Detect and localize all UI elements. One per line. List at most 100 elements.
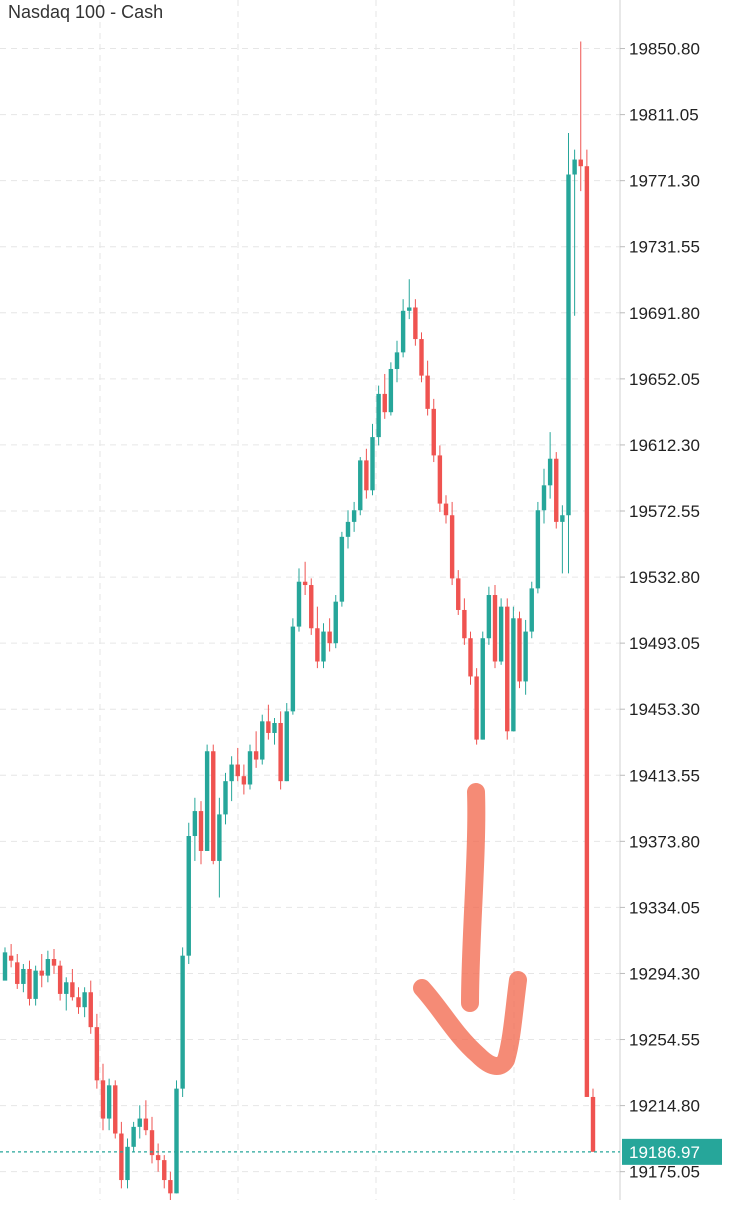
candle-body (27, 968, 32, 999)
candle-body (345, 521, 351, 537)
candle-body (260, 721, 265, 760)
candle-up (407, 279, 412, 320)
candle-body (364, 460, 369, 491)
candle-body (45, 959, 51, 976)
candle-up (180, 947, 185, 1097)
candle-body (290, 626, 296, 712)
candle-body (64, 982, 69, 994)
candle-up (223, 772, 228, 825)
candle-down (266, 704, 271, 740)
candle-body (131, 1126, 136, 1147)
candle-body (296, 581, 302, 627)
candle-body (333, 601, 338, 644)
candle-body (419, 339, 424, 376)
candle-body (94, 1027, 100, 1081)
candle-down (443, 495, 449, 524)
candle-down (425, 360, 430, 416)
candle-body (51, 959, 57, 966)
chart-title: Nasdaq 100 - Cash (8, 2, 164, 22)
candle-body (511, 618, 516, 732)
candle-down (162, 1155, 167, 1189)
candle-body (33, 970, 38, 999)
candle-body (394, 352, 400, 369)
candle-up (541, 468, 547, 524)
candle-body (82, 992, 87, 1008)
candle-body (309, 585, 314, 629)
candle-body (229, 764, 234, 782)
candle-down (198, 801, 204, 865)
candle-body (100, 1080, 106, 1119)
candle-up (394, 340, 400, 383)
candle-down (76, 987, 81, 1014)
candle-up (204, 744, 210, 851)
y-axis-tick-label: 19572.55 (629, 502, 700, 521)
candle-body (253, 751, 259, 760)
candle-body (388, 368, 394, 413)
candle-down (554, 452, 559, 529)
candle-body (327, 631, 332, 644)
candle-up (217, 797, 222, 898)
candle-body (535, 510, 541, 589)
candle-body (113, 1085, 118, 1134)
candle-down (468, 631, 473, 685)
annotation-arrow-shaft (461, 783, 486, 1012)
candle-down (51, 949, 57, 974)
candle-body (590, 1096, 596, 1152)
candle-body (400, 310, 406, 353)
candle-down (590, 1088, 596, 1152)
candle-body (468, 638, 473, 677)
annotation-arrow-head (413, 971, 527, 1075)
candle-up (400, 299, 406, 358)
candle-down (15, 954, 20, 989)
candle-down (492, 585, 498, 669)
candle-body (554, 458, 559, 522)
candle-body (474, 676, 479, 740)
candle-body (198, 811, 204, 851)
candle-up (535, 501, 541, 594)
candle-up (186, 822, 191, 964)
candle-body (480, 638, 485, 740)
candle-down (235, 747, 240, 782)
candle-down (456, 570, 461, 615)
candle-body (247, 751, 253, 785)
candle-body (425, 375, 430, 409)
y-axis-tick-label: 19612.30 (629, 436, 700, 455)
y-axis-tick-label: 19850.80 (629, 40, 700, 59)
candle-up (2, 947, 8, 981)
last-price-label: 19186.97 (629, 1143, 700, 1162)
candle-down (119, 1121, 124, 1189)
candle-up (486, 586, 492, 645)
candle-down (143, 1100, 149, 1136)
candle-down (39, 954, 44, 988)
candle-body (407, 307, 412, 311)
candle-down (431, 398, 436, 463)
candle-up (498, 598, 504, 665)
candle-up (321, 623, 326, 669)
candle-up (388, 362, 394, 416)
candle-down (382, 373, 387, 419)
candle-down (100, 1063, 106, 1131)
candle-body (119, 1133, 124, 1181)
candle-down (419, 332, 424, 383)
candle-body (370, 437, 375, 491)
candles (2, 41, 596, 1205)
candle-up (64, 977, 69, 1011)
candle-body (70, 982, 75, 998)
candle-down (88, 980, 93, 1034)
candle-up (290, 618, 296, 715)
candle-body (492, 595, 498, 662)
candle-up (333, 595, 338, 649)
last-price-line: 19186.97 (0, 1138, 722, 1165)
candle-body (302, 581, 308, 586)
candle-body (541, 485, 547, 511)
y-axis-tick-label: 19493.05 (629, 634, 700, 653)
candle-down (113, 1080, 118, 1139)
candle-body (437, 455, 443, 504)
hand-drawn-down-arrow-icon (413, 783, 527, 1075)
y-axis-ticks: 19850.80 19811.05 19771.30 19731.55 19691.80… (620, 40, 700, 1182)
candle-body (358, 460, 363, 511)
candle-body (517, 618, 522, 682)
candle-up (345, 510, 351, 549)
y-axis-tick-label: 19294.30 (629, 964, 700, 983)
candle-body (223, 781, 228, 815)
